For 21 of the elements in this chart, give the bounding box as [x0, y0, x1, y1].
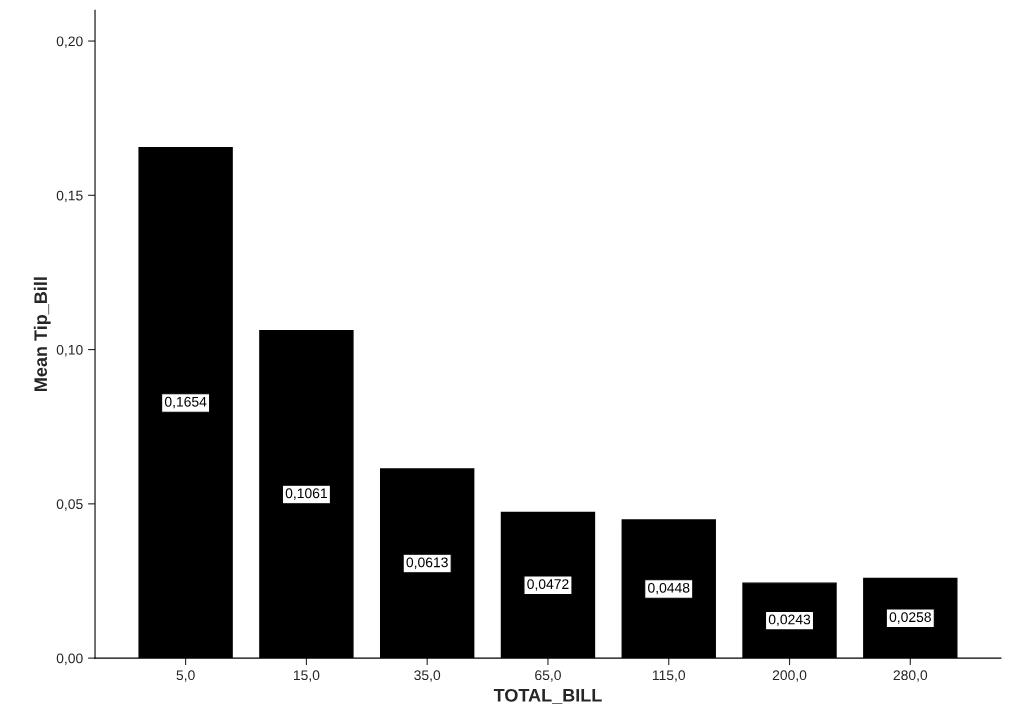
y-tick-label: 0,20: [56, 36, 83, 48]
y-axis-title: Mean Tip_Bill: [33, 277, 51, 391]
x-axis-title: TOTAL_BILL: [493, 688, 602, 704]
y-tick-label: 0,10: [56, 344, 83, 357]
data-label: 0,0243: [768, 614, 811, 626]
x-tick-label: 65,0: [535, 670, 561, 682]
y-tick-label: 0,00: [56, 653, 83, 665]
x-tick-label: 15,0: [293, 670, 320, 682]
x-tick-label: 200,0: [772, 670, 807, 682]
data-label: 0,0448: [648, 582, 690, 595]
data-label: 0,0613: [406, 557, 448, 569]
x-tick-label: 35,0: [414, 670, 441, 682]
y-tick-label: 0,05: [56, 499, 83, 511]
x-tick-label: 280,0: [893, 670, 928, 682]
data-label: 0,0472: [527, 579, 569, 591]
data-label: 0,0258: [889, 612, 931, 624]
data-label: 0,1061: [285, 488, 327, 500]
data-label: 0,1654: [164, 396, 207, 409]
y-tick-label: 0,15: [56, 190, 83, 203]
x-tick-label: 5,0: [176, 670, 195, 682]
x-tick-label: 115,0: [652, 670, 686, 682]
